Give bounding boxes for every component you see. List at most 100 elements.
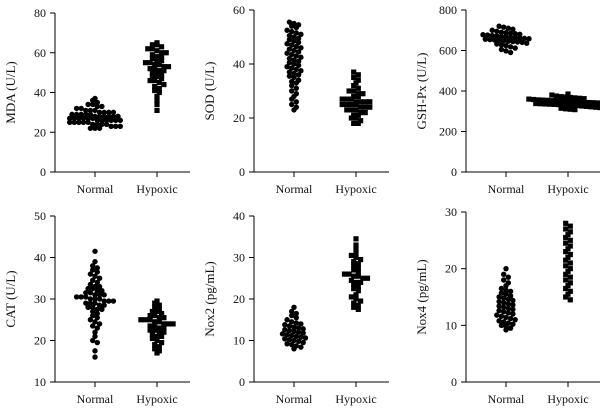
data-point bbox=[159, 72, 165, 78]
data-point bbox=[498, 290, 505, 296]
x-tick-label: Hypoxic bbox=[136, 182, 177, 196]
data-point bbox=[535, 97, 541, 103]
data-point bbox=[85, 304, 91, 310]
data-point bbox=[510, 26, 516, 32]
data-point bbox=[154, 48, 160, 54]
data-point bbox=[87, 111, 94, 118]
y-tick-label: 0 bbox=[40, 165, 46, 179]
data-point bbox=[510, 297, 516, 304]
data-point bbox=[355, 265, 361, 271]
data-point bbox=[94, 121, 101, 128]
data-point bbox=[563, 220, 569, 226]
data-point bbox=[170, 321, 176, 327]
y-tick-label: 10 bbox=[445, 318, 457, 332]
data-point bbox=[284, 27, 290, 33]
data-point bbox=[147, 313, 153, 319]
data-point bbox=[542, 101, 548, 107]
data-point bbox=[512, 316, 518, 323]
data-point bbox=[96, 296, 103, 302]
data-point bbox=[563, 257, 569, 263]
data-point bbox=[282, 336, 288, 342]
data-point bbox=[83, 300, 89, 306]
data-point bbox=[147, 66, 153, 72]
data-point bbox=[563, 271, 569, 277]
data-point bbox=[572, 95, 578, 101]
data-point bbox=[355, 112, 361, 118]
data-point bbox=[494, 33, 500, 39]
data-point bbox=[161, 68, 167, 74]
data-point bbox=[298, 344, 304, 350]
data-point bbox=[152, 323, 158, 329]
data-point bbox=[286, 323, 293, 329]
series-normal bbox=[480, 23, 532, 56]
data-point bbox=[83, 294, 89, 300]
data-point bbox=[90, 121, 96, 128]
data-point bbox=[147, 60, 153, 66]
data-point bbox=[563, 285, 569, 292]
data-point bbox=[67, 119, 73, 126]
data-point bbox=[161, 64, 167, 70]
data-point bbox=[152, 83, 158, 90]
data-point bbox=[348, 96, 354, 102]
data-point bbox=[510, 321, 516, 327]
data-point bbox=[567, 266, 573, 272]
data-point bbox=[344, 96, 350, 102]
data-point bbox=[159, 54, 165, 60]
data-point bbox=[76, 115, 82, 122]
chart-panel-4: 10 20 30 40 50 CAT (U/L) Normal Hypoxic bbox=[3, 209, 190, 406]
data-point bbox=[142, 60, 149, 66]
data-point bbox=[90, 304, 96, 310]
data-point bbox=[348, 107, 354, 113]
data-point bbox=[85, 119, 91, 126]
data-point bbox=[505, 38, 511, 44]
data-point bbox=[99, 121, 105, 128]
data-point bbox=[92, 300, 98, 306]
data-point bbox=[353, 242, 359, 248]
data-point bbox=[159, 310, 165, 317]
y-tick-label: 200 bbox=[439, 125, 457, 139]
data-point bbox=[90, 285, 96, 292]
data-point bbox=[83, 111, 89, 118]
data-point bbox=[300, 326, 306, 332]
data-point bbox=[572, 99, 578, 105]
data-point bbox=[351, 263, 357, 269]
data-point bbox=[351, 259, 357, 265]
data-point bbox=[94, 265, 101, 271]
data-point bbox=[289, 308, 295, 315]
data-point bbox=[165, 321, 172, 327]
series-hypoxic bbox=[142, 40, 172, 113]
data-point bbox=[556, 101, 562, 108]
data-point bbox=[156, 89, 162, 96]
data-point bbox=[351, 112, 357, 118]
data-point bbox=[92, 319, 98, 325]
chart-panel-3: 0 200 400 600 800 GSH-Px (U/L) Normal Hypoxic bbox=[414, 3, 600, 196]
x-tick-label: Normal bbox=[276, 182, 313, 196]
data-point bbox=[507, 325, 514, 331]
data-point bbox=[117, 123, 124, 129]
data-point bbox=[152, 87, 158, 94]
data-point bbox=[563, 263, 569, 269]
data-point bbox=[67, 115, 73, 122]
data-point bbox=[503, 287, 509, 293]
data-point bbox=[348, 252, 354, 259]
data-point bbox=[348, 277, 354, 283]
data-point bbox=[154, 101, 160, 108]
data-point bbox=[355, 273, 361, 279]
data-point bbox=[583, 103, 589, 109]
data-point bbox=[563, 234, 569, 241]
data-point bbox=[353, 80, 359, 86]
data-point bbox=[358, 256, 364, 263]
data-point bbox=[547, 101, 553, 107]
data-point bbox=[563, 294, 569, 300]
data-point bbox=[92, 354, 98, 360]
data-point bbox=[519, 39, 525, 46]
data-point bbox=[156, 85, 162, 92]
data-point bbox=[92, 296, 98, 302]
data-point bbox=[80, 115, 87, 122]
data-point bbox=[94, 288, 101, 294]
y-tick-label: 20 bbox=[34, 125, 46, 139]
data-point bbox=[295, 62, 302, 69]
data-point bbox=[90, 312, 96, 319]
data-point bbox=[92, 329, 98, 335]
data-point bbox=[149, 70, 155, 76]
